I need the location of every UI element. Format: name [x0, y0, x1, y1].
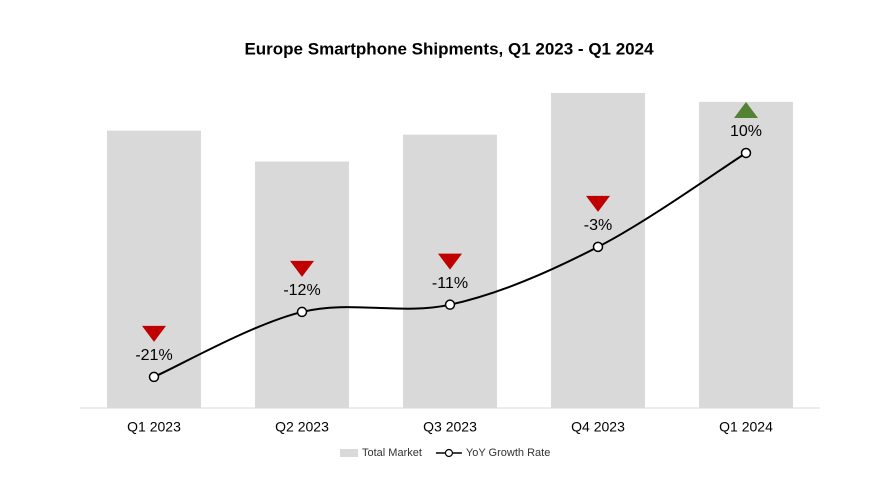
growth-point: [444, 299, 456, 310]
value-label: 10%: [730, 123, 762, 140]
bar: [255, 161, 349, 408]
growth-point: [740, 147, 752, 159]
legend-label: Total Market: [362, 447, 422, 459]
growth-point: [592, 241, 604, 253]
trend-arrow: [438, 253, 462, 270]
x-tick-label: Q4 2023: [571, 419, 625, 435]
trend-arrow: [734, 101, 758, 118]
value-label: -12%: [283, 282, 320, 299]
x-tick-label: Q1 2023: [127, 419, 181, 435]
x-tick-label: Q1 2024: [719, 419, 773, 435]
value-label: -11%: [432, 275, 468, 292]
chart-title: Europe Smartphone Shipments, Q1 2023 - Q…: [244, 39, 654, 58]
x-tick-label: Q2 2023: [275, 419, 329, 435]
x-tick-label: Q3 2023: [423, 419, 477, 435]
value-label: -21%: [135, 347, 172, 364]
legend-swatch-marker: [444, 448, 454, 458]
value-label: -3%: [584, 217, 612, 234]
growth-point: [148, 371, 160, 383]
trend-arrow: [586, 195, 610, 212]
trend-arrow: [142, 325, 166, 342]
bar: [403, 134, 497, 408]
legend-swatch: [340, 449, 358, 457]
legend-label: YoY Growth Rate: [466, 447, 550, 459]
bar: [107, 130, 201, 408]
trend-arrow: [290, 260, 314, 277]
growth-point: [296, 306, 308, 318]
